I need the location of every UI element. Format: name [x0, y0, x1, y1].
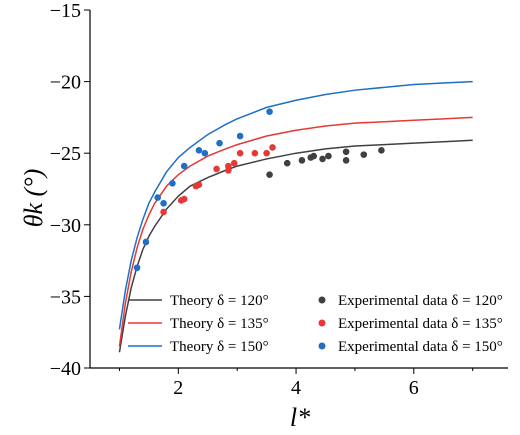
series-5-point: [133, 264, 141, 272]
legend-swatch-point: [318, 342, 326, 350]
y-tick-label: −15: [50, 0, 81, 22]
series-5-point: [216, 139, 223, 147]
y-axis-label: θk (°): [19, 169, 48, 228]
legend-label: Experimental data δ = 120°: [338, 293, 503, 309]
series-3-point: [283, 159, 291, 167]
series-line-2: [118, 80, 473, 330]
series-5-point: [266, 108, 273, 115]
series-5-point: [142, 238, 150, 246]
legend-label: Theory δ = 120°: [170, 293, 269, 309]
series-4-point: [263, 149, 270, 157]
series-5-point: [169, 179, 176, 187]
series-5-point: [160, 200, 167, 207]
series-4-point: [269, 144, 276, 151]
legend-label: Experimental data δ = 150°: [338, 339, 503, 355]
x-axis-label: l*: [290, 403, 310, 432]
series-5-point: [154, 194, 162, 201]
series-line-1: [118, 116, 473, 347]
y-tick-label: −30: [50, 215, 81, 237]
series-4-point: [213, 165, 220, 173]
series-3-point: [325, 152, 332, 160]
y-tick-label: −20: [50, 72, 81, 94]
series-3-point: [319, 155, 326, 163]
series-3-point: [342, 157, 350, 164]
y-tick-label: −25: [50, 143, 81, 165]
legend-label: Theory δ = 150°: [170, 339, 269, 355]
y-tick-label: −35: [50, 286, 81, 308]
axes: 2 4 6 −40 −35 −30 −25 −20 −15: [50, 0, 508, 399]
series-4-point: [251, 149, 259, 157]
series-3-point: [342, 148, 350, 156]
legend-swatch-point: [318, 319, 326, 327]
series-3-point: [378, 147, 385, 154]
x-tick-label: 4: [291, 377, 301, 399]
legend: Theory δ = 120° Theory δ = 135° Theory δ =…: [128, 293, 503, 355]
series-5-point: [201, 149, 209, 157]
series-4-point: [225, 162, 232, 170]
series-3-point: [310, 152, 318, 160]
x-tick-label: 2: [173, 377, 183, 399]
series-3-point: [266, 171, 273, 178]
series-5-point: [195, 147, 203, 154]
series-4-point: [180, 195, 188, 203]
plot-marks: [118, 80, 473, 353]
series-5-point: [236, 132, 244, 140]
series-3-point: [298, 157, 306, 164]
series-4-point: [195, 181, 203, 189]
legend-swatch-point: [318, 296, 326, 304]
series-4-point: [160, 208, 167, 216]
legend-label: Experimental data δ = 135°: [338, 316, 503, 332]
series-line-0: [118, 139, 473, 353]
legend-label: Theory δ = 135°: [170, 316, 269, 332]
series-4-point: [230, 159, 238, 167]
series-4-point: [236, 149, 244, 157]
x-tick-label: 6: [409, 377, 419, 399]
series-5-point: [180, 162, 188, 170]
series-3-point: [360, 151, 368, 158]
y-tick-label: −40: [50, 358, 81, 380]
